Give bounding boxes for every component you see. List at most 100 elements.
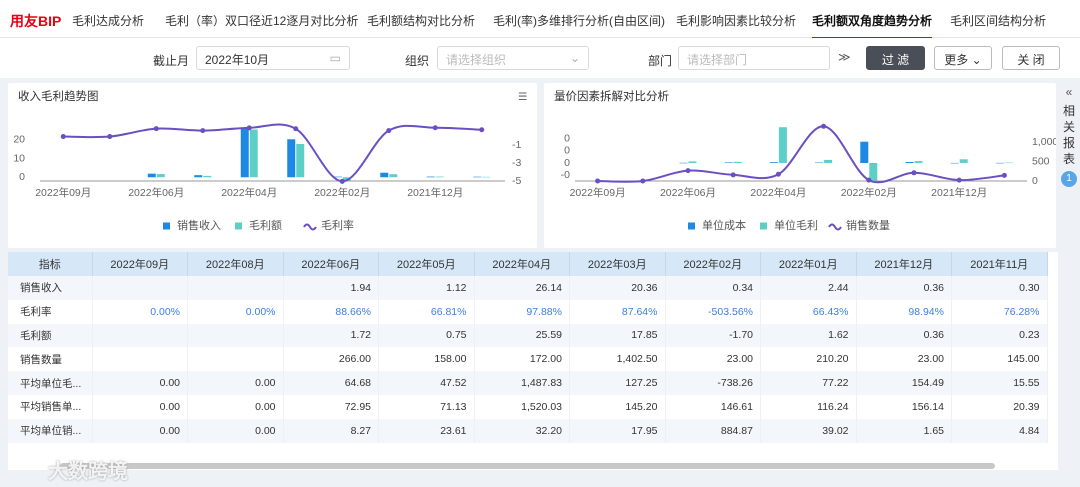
bar (950, 162, 959, 164)
table-row: 销售收入 1.94 1.12 26.14 20.36 0.34 2.44 0.36 0.30 (8, 276, 1048, 300)
bar (724, 162, 733, 163)
column-header: 2022年09月 (92, 252, 188, 276)
table-cell (92, 276, 188, 300)
bar (147, 173, 156, 178)
table-cell: 0.00 (92, 371, 188, 395)
bar (995, 162, 1004, 164)
nav-tab[interactable]: 毛利达成分析 (72, 14, 145, 28)
side-panel[interactable]: « 相关报表 1 (1058, 83, 1080, 487)
nav-tab[interactable]: 毛利（率）双口径近12逐月对比分析 (165, 14, 359, 28)
column-header: 2022年02月 (665, 252, 761, 276)
column-header: 2021年12月 (856, 252, 952, 276)
bar (296, 143, 305, 178)
bar (156, 174, 165, 178)
filter-button[interactable]: 过 滤 (866, 46, 925, 70)
value: 2022年10月 (205, 53, 270, 67)
line-point (956, 177, 962, 183)
bar (389, 174, 398, 178)
table-cell: 20.39 (951, 394, 1048, 419)
legend-swatch (688, 222, 695, 230)
dept-select[interactable]: 请选择部门 (678, 46, 830, 70)
label: 截止月 (153, 54, 190, 68)
bar (860, 141, 869, 163)
expand-icon[interactable]: ≫ (838, 50, 851, 64)
table-cell: 97.88% (474, 299, 570, 324)
table-cell: 0.00 (187, 371, 284, 395)
line-point (685, 168, 691, 174)
table-cell: 0.00 (187, 418, 284, 443)
table-cell: 17.95 (569, 418, 666, 443)
nav-tab[interactable]: 毛利额双角度趋势分析 (812, 12, 933, 39)
legend-label: 销售数量 (846, 218, 890, 232)
line-point (60, 134, 66, 140)
table-cell: 0.00% (187, 299, 284, 324)
legend-swatch (760, 222, 767, 230)
nav-tab[interactable]: 毛利影响因素比较分析 (676, 14, 797, 28)
line-point (293, 126, 299, 132)
table-cell: 20.36 (569, 276, 666, 300)
tick-label: 10 (13, 152, 25, 164)
table-cell: 210.20 (760, 347, 857, 372)
table-cell: -738.26 (665, 371, 761, 395)
bar (249, 129, 258, 178)
tick-label: 0 (564, 157, 570, 169)
x-tick-label: 2021年12月 (931, 186, 987, 199)
bar (426, 176, 435, 178)
nav-tab[interactable]: 毛利额结构对比分析 (367, 14, 476, 28)
label: 组织 (405, 54, 430, 68)
line-point (730, 172, 736, 178)
table-cell: 1,520.03 (474, 394, 570, 419)
scrollbar[interactable] (60, 463, 995, 469)
table-cell: 66.81% (378, 299, 475, 324)
column-header: 2022年05月 (378, 252, 475, 276)
table-cell: 17.85 (569, 323, 666, 348)
table-cell: 116.24 (760, 394, 857, 419)
bar (380, 172, 389, 178)
line-point (640, 178, 646, 184)
table-cell: 154.49 (856, 371, 952, 395)
table-cell: 87.64% (569, 299, 666, 324)
bar (815, 162, 824, 164)
close-button[interactable]: 关 闭 (1002, 46, 1060, 70)
table-cell (92, 347, 188, 372)
nav-tab[interactable]: 毛利(率)多维排行分析(自由区间) (493, 14, 665, 28)
table-cell: 158.00 (378, 347, 475, 372)
table-cell: 76.28% (951, 299, 1048, 324)
table-cell: 1,402.50 (569, 347, 666, 372)
legend-label: 毛利率 (321, 218, 354, 232)
table-cell: 146.61 (665, 394, 761, 419)
table-cell: 毛利额 (8, 323, 93, 348)
table-cell: 1,487.83 (474, 371, 570, 395)
line-point (1001, 172, 1007, 178)
table-cell: 23.61 (378, 418, 475, 443)
icon: ⌄ (569, 51, 580, 65)
line-point (821, 123, 827, 129)
table-row: 毛利额 1.72 0.75 25.59 17.85 -1.70 1.62 0.36 0.23 (8, 323, 1048, 348)
x-tick-label: 2022年09月 (570, 186, 626, 199)
more-button[interactable]: 更多 ⌄ (934, 46, 992, 70)
label: 部门 (648, 54, 673, 68)
tick-label: 0 (19, 171, 25, 183)
nav-tab[interactable]: 毛利区间结构分析 (950, 14, 1047, 28)
table-cell: 4.84 (951, 418, 1048, 443)
month-input[interactable]: 2022年10月 ▭ (196, 46, 350, 70)
tick-label: -5 (512, 175, 521, 187)
tick-label: 20 (13, 134, 25, 146)
table-cell: 毛利率 (8, 299, 93, 324)
table-cell: 平均销售单... (8, 394, 93, 419)
table-cell: 25.59 (474, 323, 570, 348)
filter-bar: 截止月 2022年10月 ▭ 组织 请选择组织 ⌄ 部门 请选择部门 ≫ 过 滤 更… (0, 38, 1080, 78)
x-tick-label: 2022年09月 (35, 186, 91, 199)
table-cell: 1.72 (283, 323, 379, 348)
bar (778, 127, 787, 163)
side-label: 相关报表 (1063, 104, 1076, 166)
tick-label: -3 (512, 157, 521, 169)
tick-label: 1,000 (1032, 136, 1056, 148)
column-header: 2022年04月 (474, 252, 570, 276)
label: 更多 (944, 53, 969, 67)
org-select[interactable]: 请选择组织 ⌄ (437, 46, 589, 70)
bar (1004, 162, 1013, 164)
icon: ▭ (329, 51, 341, 65)
table-cell: 72.95 (283, 394, 379, 419)
line (597, 125, 1005, 184)
